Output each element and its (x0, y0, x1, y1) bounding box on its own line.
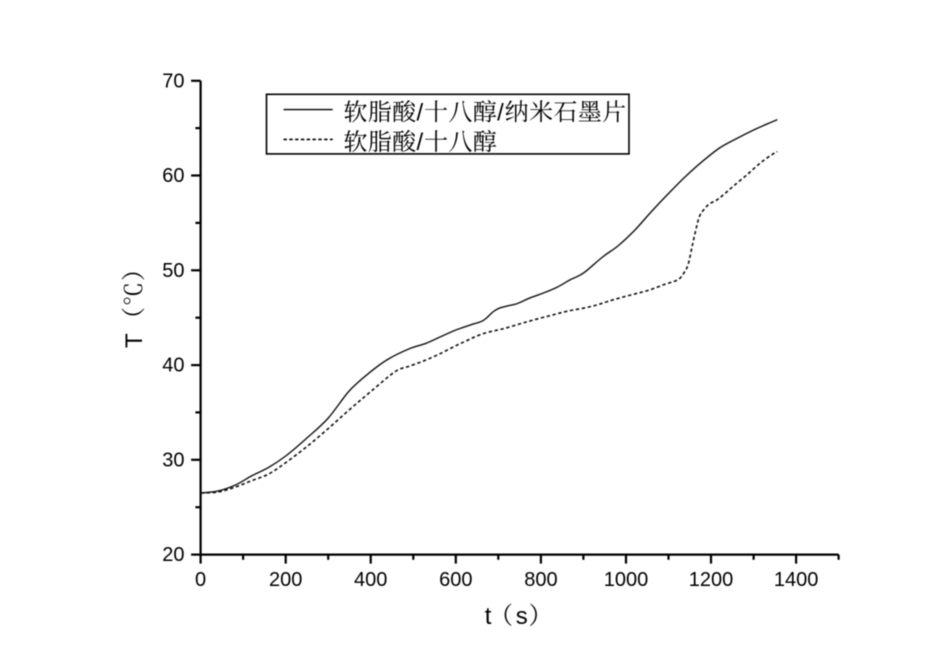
svg-text:1000: 1000 (604, 569, 649, 591)
svg-text:20: 20 (162, 544, 184, 566)
svg-text:T: T (121, 333, 148, 348)
svg-text:t: t (485, 603, 492, 630)
svg-text:60: 60 (162, 165, 184, 187)
svg-text:200: 200 (269, 569, 302, 591)
svg-text:/: / (497, 99, 504, 126)
svg-text:s: s (516, 603, 528, 630)
svg-text:70: 70 (162, 70, 184, 92)
svg-text:1200: 1200 (689, 569, 734, 591)
svg-text:800: 800 (524, 569, 557, 591)
svg-text:30: 30 (162, 449, 184, 471)
svg-text:1400: 1400 (774, 569, 819, 591)
svg-text:40: 40 (162, 355, 184, 377)
svg-text:400: 400 (354, 569, 387, 591)
svg-text:600: 600 (439, 569, 472, 591)
svg-text:/: / (417, 99, 424, 126)
svg-text:0: 0 (195, 569, 206, 591)
svg-text:50: 50 (162, 260, 184, 282)
svg-text:/: / (417, 129, 424, 156)
